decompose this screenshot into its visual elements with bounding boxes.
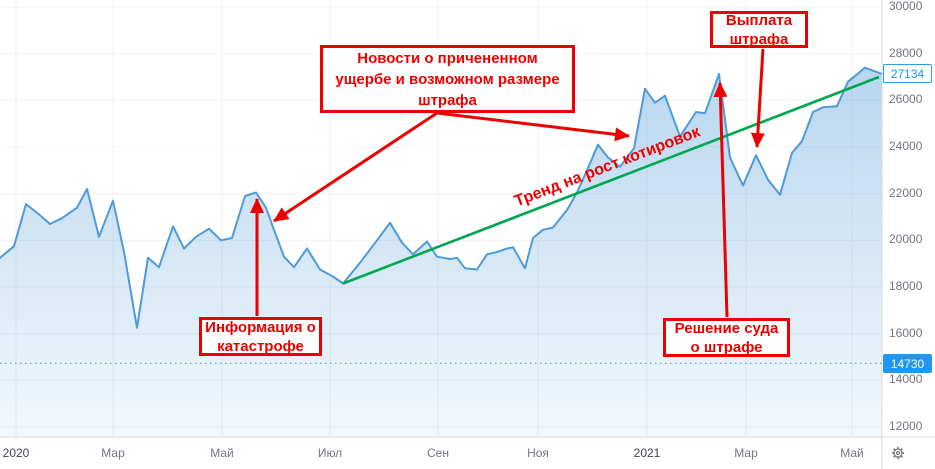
annotation-text: Новости о причененном [357, 49, 538, 67]
x-axis-label: Май [210, 446, 234, 460]
annotation-text: Решение суда [674, 319, 779, 337]
y-axis-label: 28000 [889, 45, 923, 60]
annotation-text: о штрафе [690, 338, 763, 356]
annotation-text: штрафа [418, 91, 477, 109]
current-price-tag: 27134 [883, 64, 932, 84]
x-axis-label: Май [840, 446, 864, 460]
x-axis-label: Сен [427, 446, 449, 460]
annotation-text: ущербе и возможном размере [335, 70, 560, 88]
gear-icon [891, 446, 905, 460]
annotation-text: штрафа [729, 30, 789, 48]
y-axis-label: 30000 [889, 0, 923, 13]
y-axis-label: 24000 [889, 139, 923, 153]
scale-settings-button[interactable] [890, 445, 906, 461]
y-axis-label: 26000 [889, 92, 923, 107]
y-axis-label: 20000 [889, 232, 923, 247]
annotation-box-catastrophe: Информация о катастрофе [199, 317, 322, 356]
x-axis-label: 2021 [633, 446, 661, 460]
annotation-box-payment: Выплата штрафа [710, 11, 808, 48]
y-axis-label: 22000 [889, 185, 923, 200]
annotation-text: Выплата [725, 11, 793, 29]
annotation-text: катастрофе [217, 337, 304, 355]
x-axis-label: 2020 [2, 446, 30, 460]
annotation-box-news: Новости о причененном ущербе и возможном… [320, 45, 575, 113]
y-axis-label: 12000 [889, 419, 923, 433]
x-axis-label: Июл [317, 446, 343, 460]
x-axis-label: Мар [734, 446, 758, 460]
y-axis-label: 14000 [889, 372, 923, 387]
annotation-box-court: Решение суда о штрафе [663, 318, 790, 357]
price-level-tag: 14730 [883, 354, 932, 374]
x-axis-label: Мар [101, 446, 125, 460]
y-axis-label: 16000 [889, 325, 923, 340]
y-axis-label: 18000 [889, 279, 923, 293]
x-axis-label: Ноя [527, 446, 549, 460]
annotation-text: Информация о [205, 318, 316, 336]
